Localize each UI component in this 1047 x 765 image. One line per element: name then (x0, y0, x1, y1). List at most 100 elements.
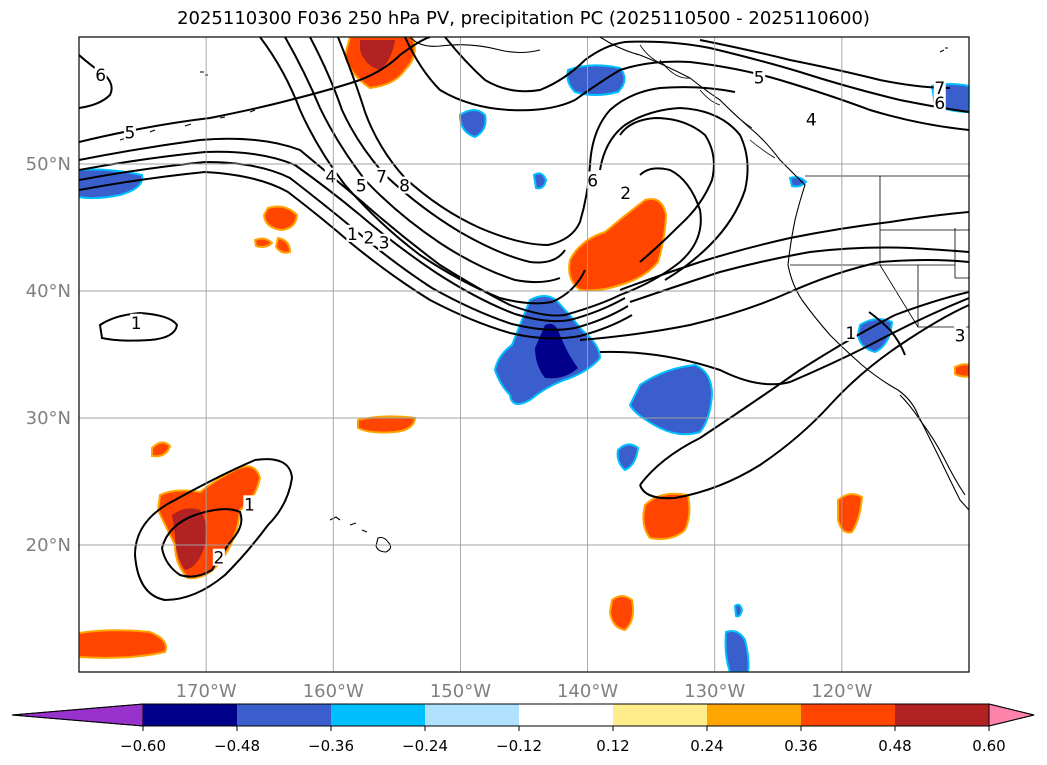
precip-blob (733, 603, 744, 618)
pv-contour (599, 297, 969, 386)
contour-label: 4 (806, 111, 817, 131)
cbar-extend-low-triangle (11, 703, 144, 727)
lat-tick-label: 30°N (26, 408, 71, 429)
cbar-tick-label: −0.48 (214, 737, 260, 755)
contour-label: 1 (845, 324, 856, 344)
colorbar: −0.60 −0.48 −0.36 −0.24 −0.12 0.12 0.24 0.36 0.4… (11, 703, 1035, 755)
contour-label-bg (844, 323, 857, 341)
pv-contour (599, 106, 749, 281)
pv-contour (404, 37, 969, 131)
cbar-tick-label: 0.60 (972, 737, 1005, 755)
pv-contour (259, 37, 586, 305)
hawaii (329, 516, 392, 553)
lon-tick-label: 130°W (684, 681, 745, 702)
precip-blob (566, 64, 626, 96)
cbar-segment (331, 704, 426, 726)
contour-label-bg (933, 78, 946, 96)
pv-contour (284, 37, 561, 284)
precip-negative-shading (79, 64, 969, 672)
precip-blob (262, 205, 299, 232)
contour-label: 5 (124, 123, 135, 143)
cbar-tick-label: −0.60 (120, 737, 166, 755)
pv-contour (579, 259, 969, 341)
cbar-segment (613, 704, 708, 726)
lon-tick-label: 170°W (176, 681, 237, 702)
pv-contour (79, 137, 702, 317)
contour-label-bg (123, 123, 136, 141)
plot-title: 2025110300 F036 250 hPa PV, precipitatio… (177, 8, 870, 29)
state-borders (790, 175, 969, 328)
cbar-segment (237, 704, 332, 726)
lon-tick-label: 140°W (557, 681, 618, 702)
contour-label: 2 (620, 184, 631, 204)
contour-label-bg (346, 224, 359, 242)
coastline-baja (899, 394, 966, 496)
cbar-segment (895, 704, 990, 726)
precip-blob (357, 415, 417, 434)
contour-label-bg (378, 233, 391, 251)
precip-blob (79, 629, 167, 659)
contour-label: 1 (131, 314, 142, 334)
pv-contour (619, 211, 969, 291)
contour-label-bg (375, 167, 388, 185)
contour-label-bg (586, 171, 599, 189)
precip-blob (532, 172, 548, 190)
contour-label: 6 (587, 172, 598, 192)
precip-blob (253, 237, 274, 248)
longitude-labels: 170°W 160°W 150°W 140°W 130°W 120°W (176, 681, 873, 702)
contour-label-bg (324, 167, 337, 185)
cbar-tick-label: −0.12 (496, 737, 542, 755)
contour-label: 5 (356, 177, 367, 197)
precip-blob (274, 236, 292, 254)
contour-label-bg (398, 176, 411, 194)
cbar-tick-label: 0.36 (784, 737, 817, 755)
contour-label-bg (753, 68, 766, 86)
lat-tick-label: 20°N (26, 535, 71, 556)
contour-label: 1 (347, 225, 358, 245)
cbar-tick-label: 0.24 (690, 737, 723, 755)
contour-label-bg (933, 94, 946, 112)
precip-blob (724, 630, 750, 672)
pv-contour (639, 304, 969, 500)
cbar-tick-label: −0.24 (402, 737, 448, 755)
contour-label: 2 (213, 549, 224, 569)
contour-label: 8 (399, 177, 410, 197)
contour-label: 3 (379, 234, 390, 254)
precip-blob (360, 40, 395, 70)
lon-tick-label: 160°W (303, 681, 364, 702)
precip-blob (856, 318, 894, 354)
lat-lon-grid (79, 37, 969, 672)
canada-coast (639, 44, 776, 159)
contour-label-bg (212, 548, 225, 566)
contour-label: 6 (934, 94, 945, 114)
contour-label-bg (243, 495, 256, 513)
pv-contour (160, 508, 243, 578)
contour-label: 6 (95, 66, 106, 86)
cbar-extend-high-triangle (988, 703, 1035, 727)
pv-contour (133, 458, 294, 602)
cbar-segment (519, 704, 614, 726)
contour-label-bg (619, 184, 632, 202)
pv-contour (79, 54, 113, 109)
precip-blob (954, 363, 969, 378)
lon-tick-label: 120°W (811, 681, 872, 702)
precip-blob (458, 109, 487, 139)
contour-label: 7 (376, 168, 387, 188)
pv-contour (309, 37, 566, 264)
lon-tick-label: 150°W (430, 681, 491, 702)
precip-blob (616, 443, 640, 472)
contour-label: 7 (934, 79, 945, 99)
contour-label-bg (355, 176, 368, 194)
precip-blob (568, 198, 668, 292)
lat-tick-label: 50°N (26, 154, 71, 175)
contour-label-bg (362, 228, 375, 246)
pv-contour (79, 37, 431, 143)
contour-label: 4 (325, 168, 336, 188)
pv-contour (629, 246, 969, 303)
coastline-north-america (599, 37, 969, 511)
lat-tick-label: 40°N (26, 281, 71, 302)
contour-label-bg (805, 110, 818, 128)
pv-contours (79, 37, 969, 602)
